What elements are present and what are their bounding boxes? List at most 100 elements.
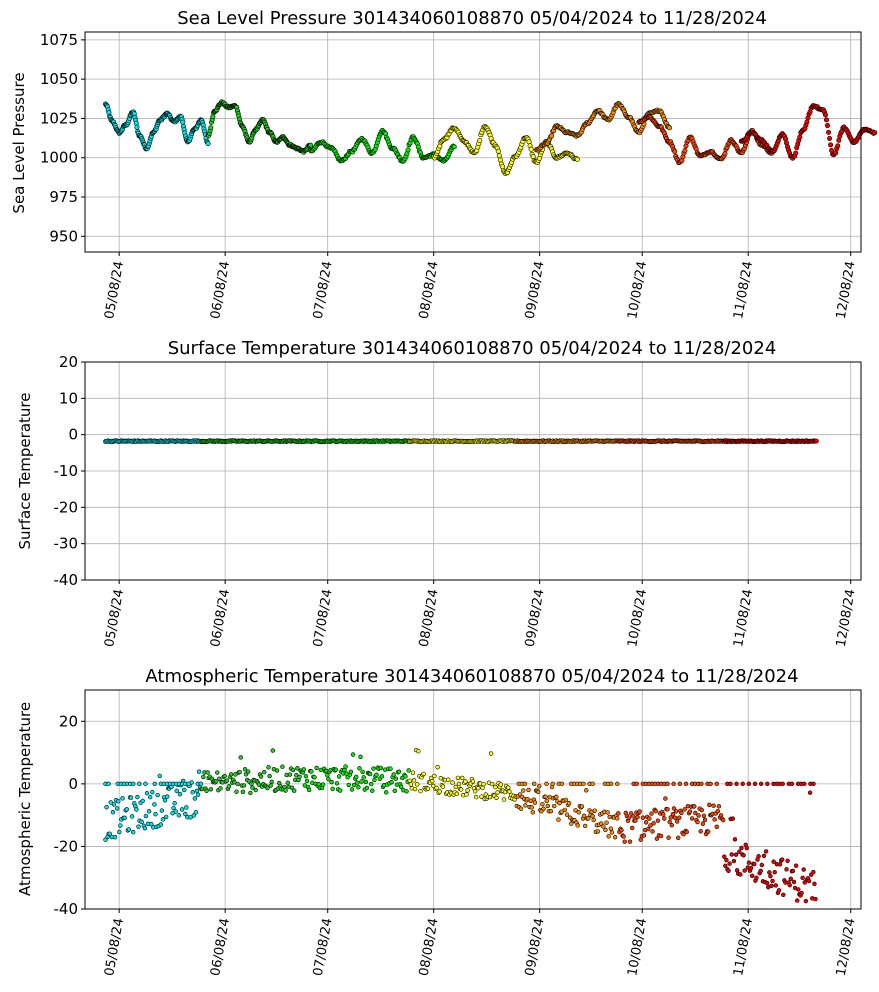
data-point [454,791,460,797]
data-point [640,815,646,820]
data-point [437,789,442,794]
data-point [590,813,595,819]
data-point [336,774,342,779]
data-point [290,767,296,773]
data-point [714,824,719,829]
data-point [435,764,440,770]
data-point [134,124,140,130]
data-point [407,778,412,783]
data-point [350,752,356,757]
data-point [238,755,243,760]
data-point [233,772,238,777]
data-point [758,781,764,787]
data-point [308,142,314,148]
data-point [135,794,140,800]
data-point [579,804,585,809]
data-point [176,813,182,818]
data-point [404,789,409,794]
data-point [522,781,528,787]
data-point [334,781,340,786]
data-point [590,781,595,787]
data-point [621,834,626,839]
data-point [110,809,116,815]
data-point [237,769,242,775]
data-point [543,794,548,800]
data-point [351,782,357,788]
data-point [112,834,118,840]
data-point [378,765,384,771]
data-point [591,817,596,823]
data-point [728,781,733,787]
data-point [557,800,562,806]
data-point [811,869,816,875]
data-point [280,764,285,769]
data-point [269,779,274,785]
data-point [540,801,545,807]
data-point [371,766,376,771]
data-point [682,148,688,154]
data-point [418,788,423,794]
data-point [421,771,426,777]
data-point [749,873,755,879]
y-tick-label: 975 [49,188,78,206]
data-point [115,806,120,811]
data-point [530,810,536,815]
data-point [128,795,134,800]
data-point [622,839,627,844]
data-point [698,829,703,834]
data-point [782,136,788,142]
data-point [712,817,717,822]
data-point [759,862,765,868]
data-point [393,776,399,781]
y-tick-label: 1050 [40,70,78,88]
data-point [724,857,729,863]
data-point [118,823,123,828]
data-point [325,773,330,778]
data-points [103,438,819,445]
data-point [521,788,526,793]
data-point [674,819,680,824]
plot-frame [84,31,862,253]
data-point [416,749,421,754]
data-point [836,137,842,143]
data-point [228,772,234,777]
y-tick-label: 1075 [40,31,78,49]
data-point [701,813,707,818]
data-point [498,782,503,787]
data-point [739,845,744,851]
data-point [104,805,109,810]
y-tick-label: 20 [59,712,78,730]
data-point [283,788,288,793]
data-point [304,778,310,784]
data-point [488,751,494,756]
data-point [158,822,164,827]
data-point [574,156,580,162]
data-point [771,859,776,864]
data-point [799,890,804,896]
data-point [785,858,790,863]
data-point [544,798,549,804]
data-point [795,898,800,903]
data-point [195,792,201,797]
data-point [734,781,739,787]
data-point [833,150,839,156]
data-point [391,772,396,777]
data-point [384,790,389,795]
data-point [147,794,153,800]
data-point [224,778,230,783]
data-point [722,854,727,859]
data-point [700,821,706,826]
data-point [722,151,728,157]
data-point [103,837,108,842]
data-point [152,781,157,787]
data-point [545,803,550,809]
data-point [541,806,546,812]
data-point [301,767,306,772]
data-point [253,787,258,793]
data-point [802,781,807,787]
data-point [733,852,739,857]
data-point [226,784,232,789]
data-point [812,881,817,886]
data-point [681,831,686,837]
